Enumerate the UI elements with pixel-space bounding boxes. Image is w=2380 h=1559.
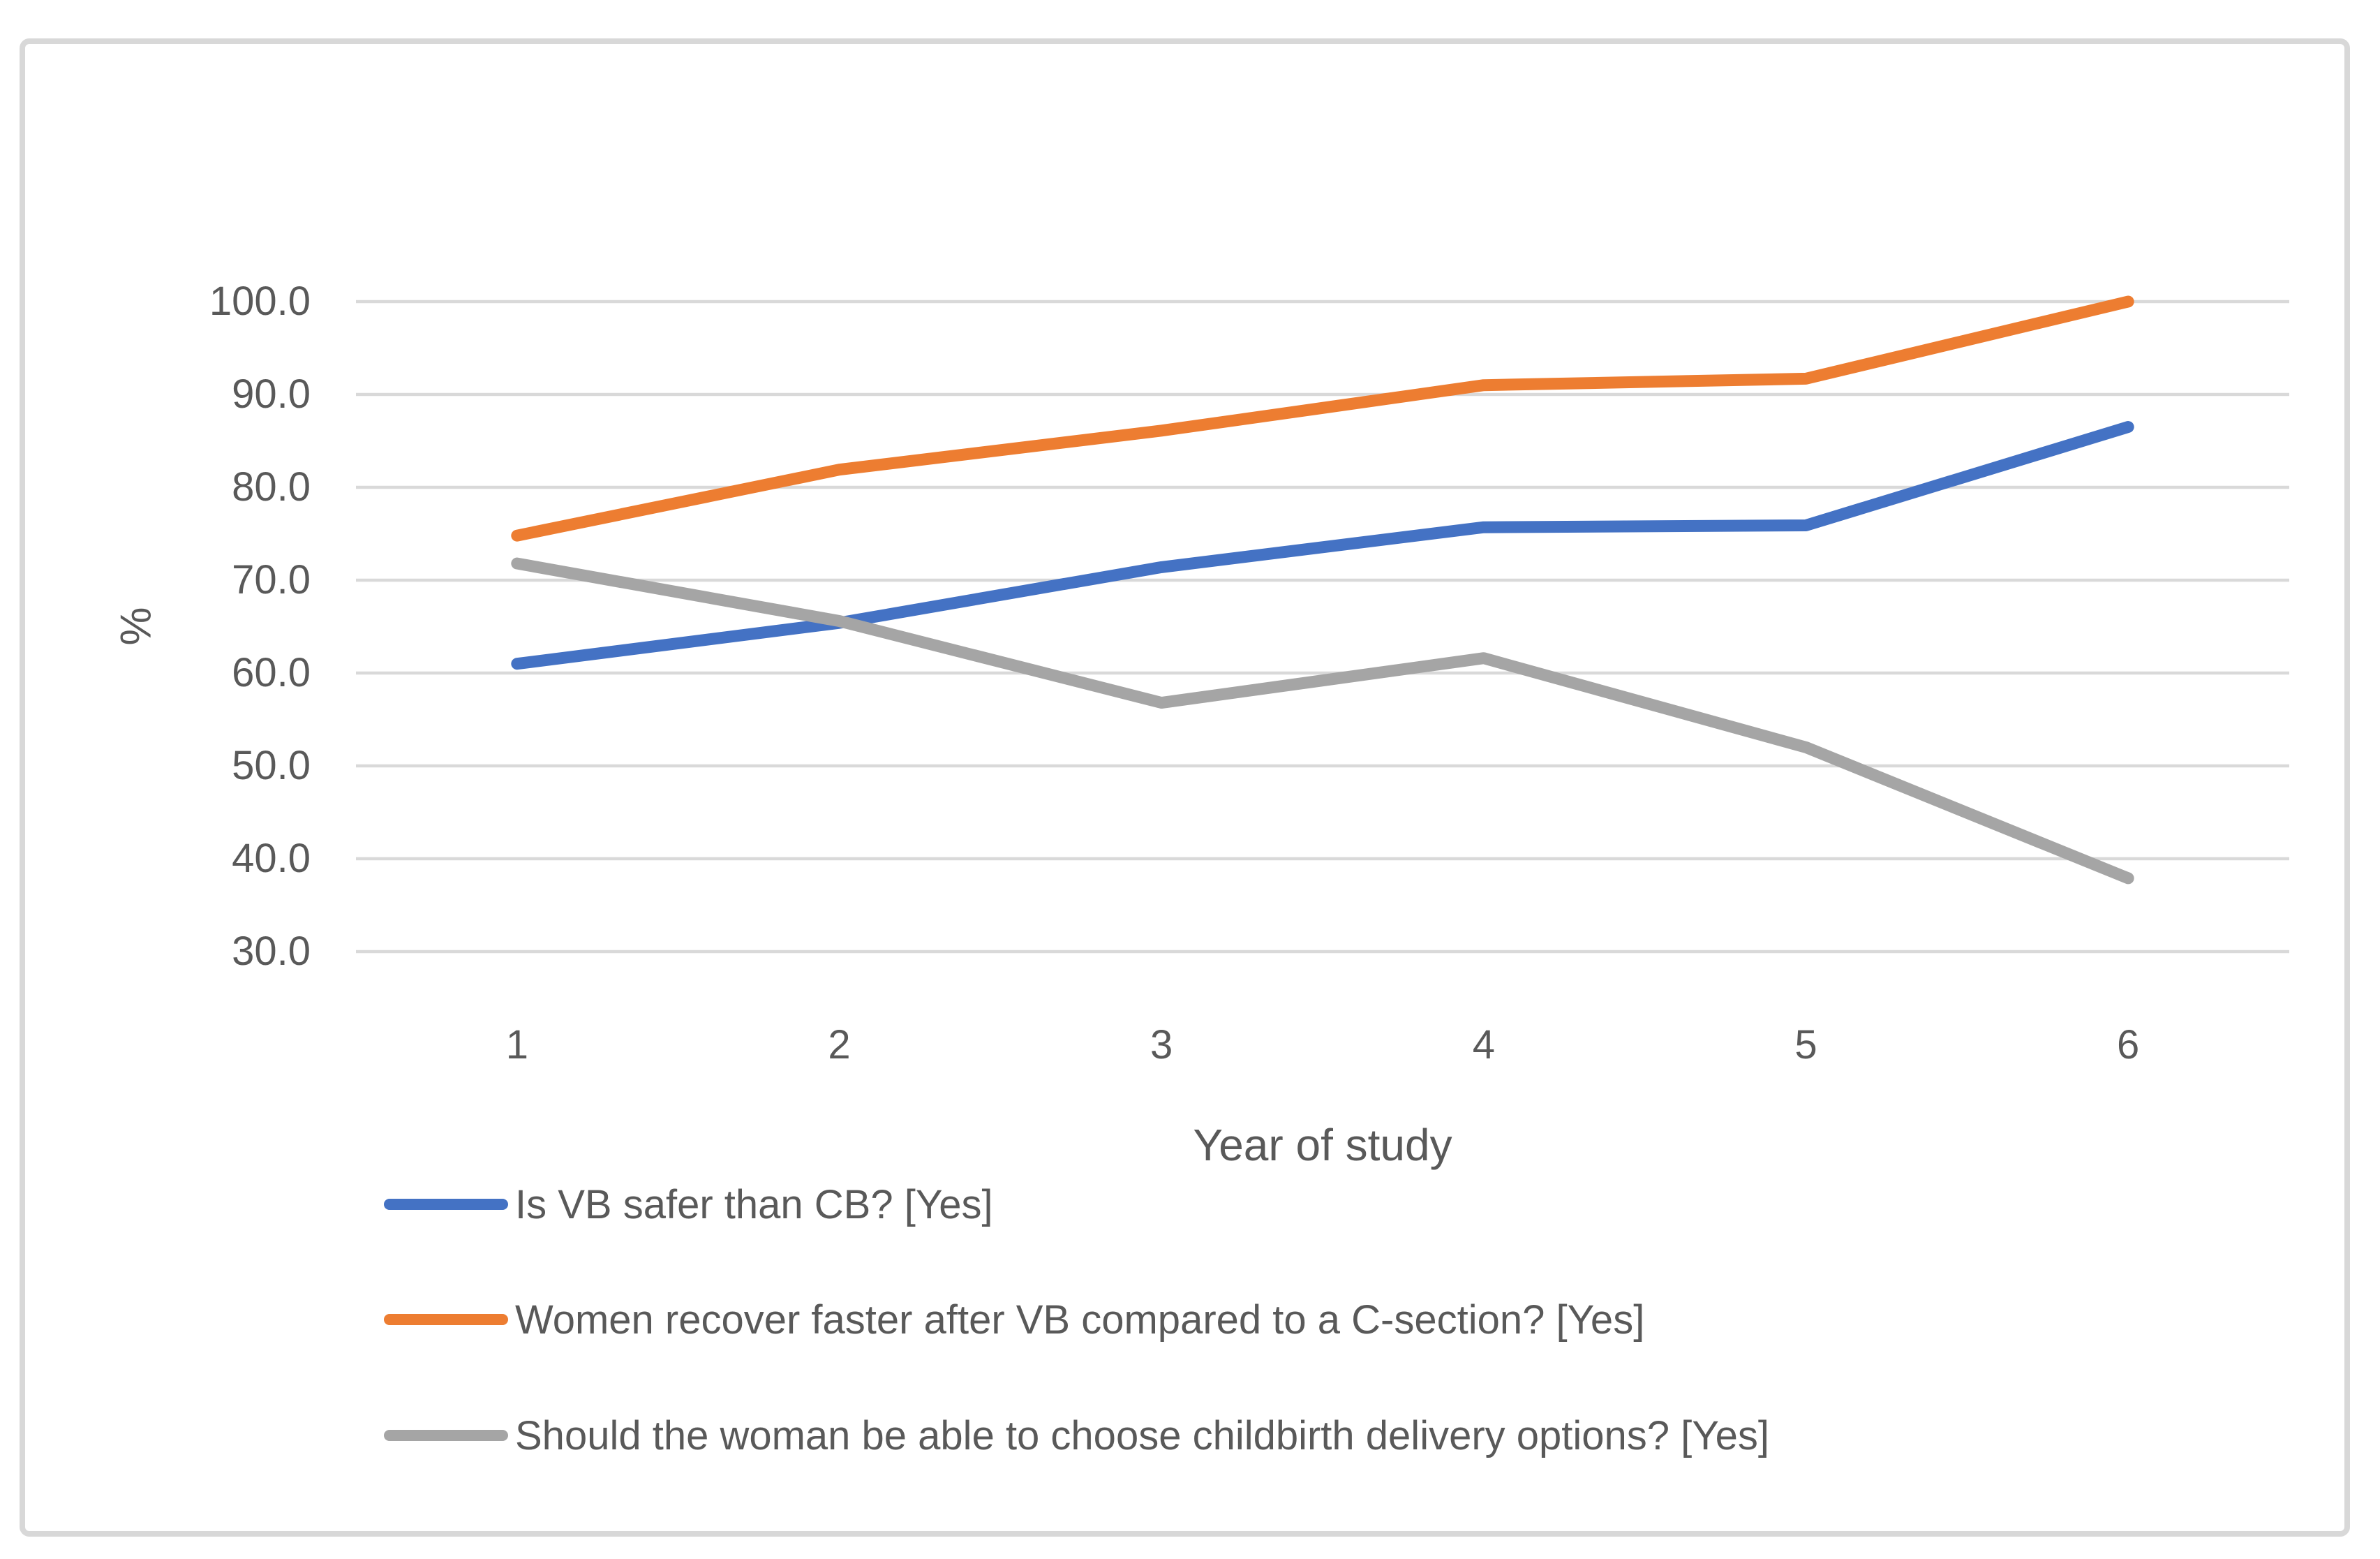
legend-item-label: Is VB safer than CB? [Yes]	[515, 1181, 993, 1227]
y-axis-tick-label: 50.0	[232, 743, 311, 788]
legend-item: Should the woman be able to choose child…	[384, 1404, 1769, 1467]
legend-marker-icon	[384, 1430, 508, 1441]
legend-marker-icon	[384, 1314, 508, 1325]
y-axis-tick-label: 90.0	[232, 371, 311, 417]
legend-marker-icon	[384, 1199, 508, 1210]
chart-border-frame	[20, 38, 2350, 1537]
x-axis-tick-label: 1	[505, 1022, 528, 1067]
y-axis-tick-label: 100.0	[209, 279, 311, 324]
x-axis-tick-label: 2	[828, 1022, 851, 1067]
series-line-0	[511, 421, 2134, 670]
y-axis-tick-label: 30.0	[232, 929, 311, 974]
series-line-2	[511, 557, 2134, 885]
y-axis-tick-label: 60.0	[232, 650, 311, 695]
x-axis-tick-label: 6	[2117, 1022, 2140, 1067]
y-axis-tick-label: 70.0	[232, 557, 311, 603]
series-line-1	[511, 295, 2134, 542]
legend-item-label: Women recover faster after VB compared t…	[515, 1296, 1645, 1343]
y-axis-tick-label: 80.0	[232, 464, 311, 510]
legend-item: Women recover faster after VB compared t…	[384, 1288, 1644, 1351]
x-axis-tick-label: 3	[1150, 1022, 1173, 1067]
x-axis-title: Year of study	[1193, 1120, 1452, 1170]
legend-item: Is VB safer than CB? [Yes]	[384, 1173, 993, 1236]
legend-item-label: Should the woman be able to choose child…	[515, 1412, 1770, 1458]
y-axis-tick-label: 40.0	[232, 836, 311, 881]
x-axis-tick-label: 4	[1472, 1022, 1495, 1067]
x-axis-tick-label: 5	[1794, 1022, 1817, 1067]
